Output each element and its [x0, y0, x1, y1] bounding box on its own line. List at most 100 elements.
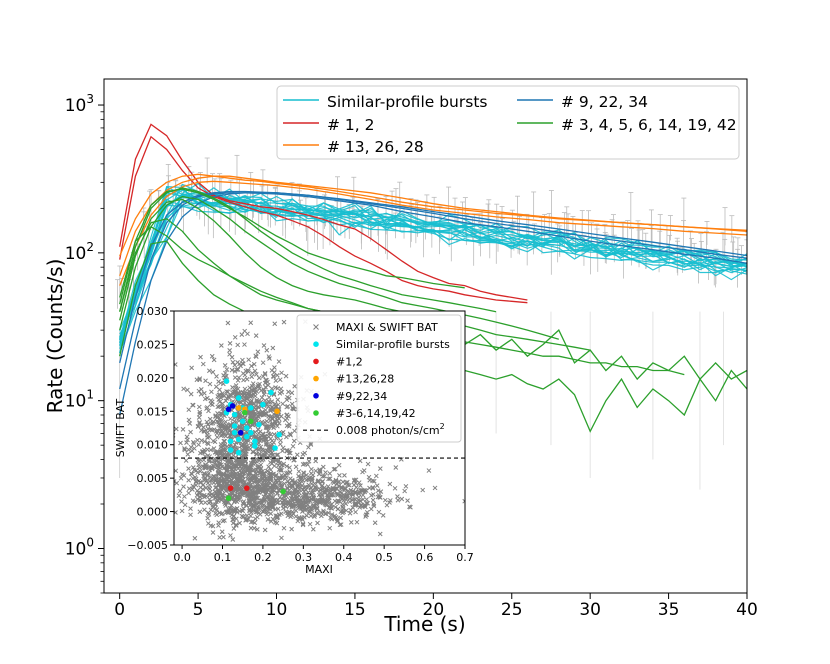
highlight-point [268, 389, 274, 396]
background-point [186, 477, 192, 483]
background-point [376, 509, 382, 515]
background-point [205, 521, 211, 526]
highlight-point [225, 495, 232, 502]
background-point [270, 516, 276, 522]
highlight-point [247, 405, 254, 411]
background-point [327, 489, 332, 495]
background-point [282, 500, 288, 506]
series-line [119, 175, 747, 277]
background-point [217, 468, 223, 474]
background-point [222, 438, 228, 444]
background-point [367, 485, 372, 491]
background-point [351, 478, 357, 484]
background-point [347, 491, 353, 497]
background-point [289, 513, 295, 518]
background-point [312, 484, 318, 490]
background-point [228, 503, 234, 508]
background-point [278, 467, 283, 473]
background-point [255, 349, 261, 355]
background-point [372, 520, 378, 526]
background-point [347, 510, 353, 516]
background-point [275, 457, 280, 463]
inset-legend-marker [313, 375, 319, 382]
background-point [228, 464, 234, 470]
background-point [219, 464, 225, 470]
background-point [282, 476, 288, 482]
background-point [348, 520, 354, 525]
background-point [277, 495, 283, 500]
highlight-point [231, 423, 238, 429]
y-tick-label: 100 [65, 536, 94, 560]
background-point [377, 495, 383, 500]
background-point [284, 434, 289, 440]
background-point [230, 507, 236, 512]
inset-legend-threshold-label: 0.008 photon/s/cm2 [336, 422, 445, 437]
background-point [241, 450, 246, 455]
background-point [215, 411, 220, 416]
background-point [231, 389, 237, 395]
background-point [420, 487, 426, 493]
background-point [269, 486, 275, 491]
x-tick-label: 5 [193, 600, 204, 620]
background-point [335, 506, 341, 512]
background-point [277, 377, 283, 383]
background-point [186, 490, 191, 496]
background-point [223, 398, 229, 404]
background-point [218, 448, 223, 454]
background-point [242, 445, 247, 450]
background-point [294, 452, 300, 458]
background-point [178, 440, 183, 446]
background-point [205, 422, 211, 427]
background-point [262, 412, 267, 418]
background-point [223, 481, 228, 487]
background-point [351, 496, 356, 502]
background-point [224, 468, 229, 473]
background-point [333, 477, 339, 483]
background-point [263, 442, 269, 447]
background-point [281, 493, 286, 499]
background-point [272, 520, 278, 525]
background-point [342, 472, 347, 478]
background-point [269, 441, 275, 447]
series-line [119, 195, 559, 340]
background-point [252, 389, 258, 395]
inset-x-tick-label: 0.4 [335, 551, 353, 564]
background-point [360, 469, 365, 475]
background-point [248, 510, 254, 515]
inset-scatter: 0.0 0.1 0.2 0.3 0.4 0.5 0.6 0.7 −0.005 0.000 0.00… [114, 305, 474, 576]
background-point [323, 470, 328, 475]
background-point [253, 471, 259, 476]
background-point [266, 495, 272, 501]
highlight-point [235, 449, 242, 456]
background-point [242, 386, 248, 392]
background-point [262, 398, 268, 403]
x-tick-label: 0 [114, 600, 125, 620]
background-point [256, 464, 262, 470]
background-point [249, 374, 255, 380]
inset-legend-label: #9,22,34 [336, 390, 387, 403]
background-point [220, 493, 226, 499]
background-point [242, 342, 247, 347]
background-point [272, 401, 278, 407]
background-point [395, 497, 401, 503]
background-point [209, 389, 214, 395]
background-point [322, 473, 327, 479]
inset-legend-marker [313, 341, 319, 348]
background-point [345, 488, 351, 494]
inset-y-tick-label: 0.000 [137, 506, 169, 519]
background-point [253, 416, 259, 422]
background-point [309, 478, 315, 483]
background-point [356, 480, 362, 485]
background-point [201, 457, 207, 463]
background-point [186, 466, 191, 471]
background-point [305, 498, 311, 504]
background-point [280, 401, 286, 407]
background-point [238, 460, 243, 466]
background-point [340, 504, 345, 510]
background-point [239, 492, 245, 497]
background-point [242, 400, 248, 406]
background-point [214, 374, 219, 379]
background-point [191, 484, 197, 490]
background-point [179, 472, 185, 477]
inset-x-tick-label: 0.5 [375, 551, 393, 564]
